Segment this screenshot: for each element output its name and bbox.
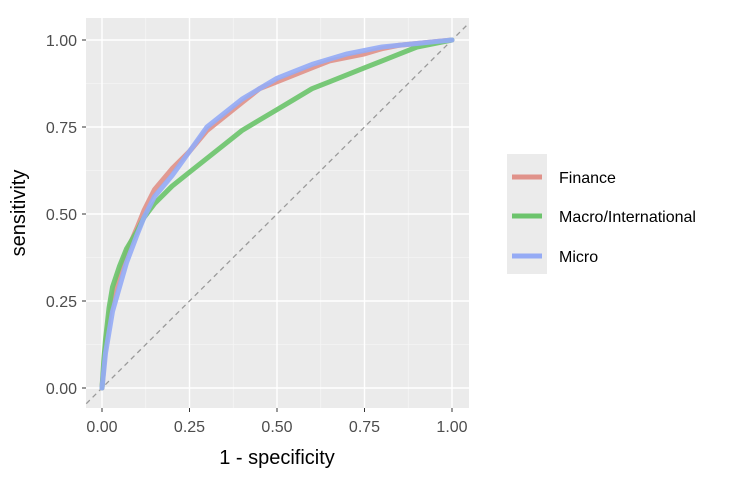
legend-label-2: Micro [559,249,598,266]
legend-label-0: Finance [559,170,616,187]
series-lines [99,37,455,391]
y-axis-ticks: 0.00 0.25 0.50 0.75 1.00 [46,33,86,398]
x-tick-label: 0.75 [349,419,380,436]
y-tick-label: 0.75 [46,120,77,137]
y-tick-label: 0.25 [46,294,77,311]
x-axis-ticks: 0.00 0.25 0.50 0.75 1.00 [86,408,468,436]
x-tick-label: 0.25 [174,419,205,436]
y-tick-label: 0.00 [46,381,77,398]
x-tick-label: 0.50 [261,419,292,436]
y-tick-label: 0.50 [46,207,77,224]
y-axis-title: sensitivity [8,170,30,257]
legend-label-1: Macro/International [559,209,696,226]
grid-major [86,18,469,408]
x-tick-label: 1.00 [436,419,467,436]
y-tick-label: 1.00 [46,33,77,50]
x-axis-title: 1 - specificity [219,447,335,469]
legend: Finance Macro/International Micro [512,170,696,266]
series-line-1 [99,37,455,391]
series-line-2 [99,37,455,391]
x-tick-label: 0.00 [86,419,117,436]
